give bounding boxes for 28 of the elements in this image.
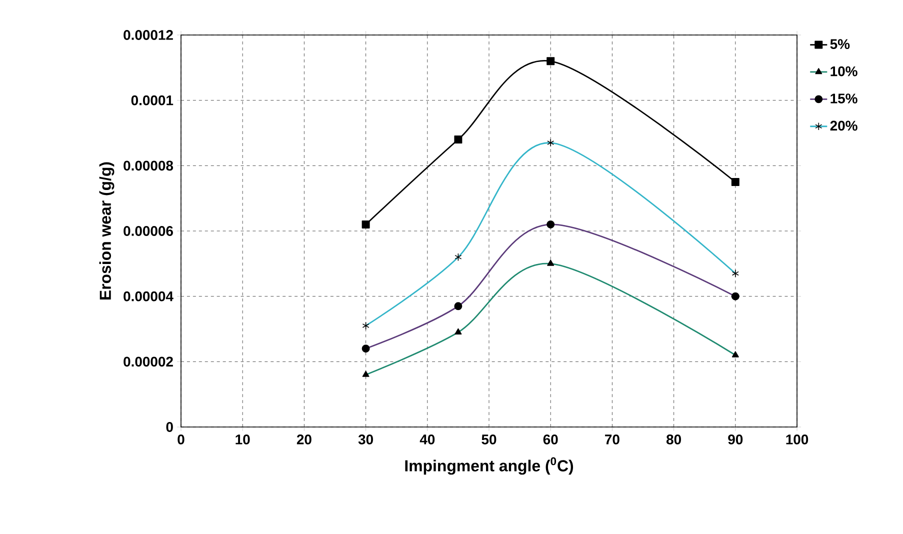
y-tick-label: 0.00002 (124, 356, 173, 367)
legend-label: 15% (830, 94, 858, 104)
point (546, 57, 555, 66)
point (362, 220, 370, 228)
y-axis-title: Erosion wear (g/g) (99, 162, 114, 300)
legend-label: 5% (830, 39, 850, 50)
y-tick-label: 0.00012 (124, 30, 173, 40)
point (454, 136, 462, 144)
x-tick-label: 10 (236, 434, 250, 444)
x-tick-label: 50 (482, 434, 496, 444)
y-tick-label: 0.00004 (124, 291, 174, 302)
x-tick-label: 90 (728, 434, 743, 444)
x-tick-label: 20 (296, 434, 312, 444)
x-tick-label: 100 (786, 434, 808, 444)
x-tick-label: 70 (605, 434, 620, 444)
x-tick-label: 30 (358, 434, 373, 444)
legend-label: 20% (830, 120, 858, 131)
x-axis-title: Impingment angle ($^{0}$C) (405, 457, 574, 475)
x-tick-label: 0 (178, 434, 184, 444)
y-tick-label: 0.00006 (124, 226, 173, 236)
x-tick-label: 40 (420, 434, 435, 444)
y-tick-label: 0.00008 (124, 160, 174, 171)
x-tick-label: 80 (666, 434, 681, 444)
legend-label: 10% (830, 66, 858, 76)
y-tick-label: 0 (166, 422, 173, 432)
x-tick-label: 60 (543, 434, 558, 444)
point (731, 178, 740, 186)
y-tick-label: 0.0001 (131, 95, 174, 106)
